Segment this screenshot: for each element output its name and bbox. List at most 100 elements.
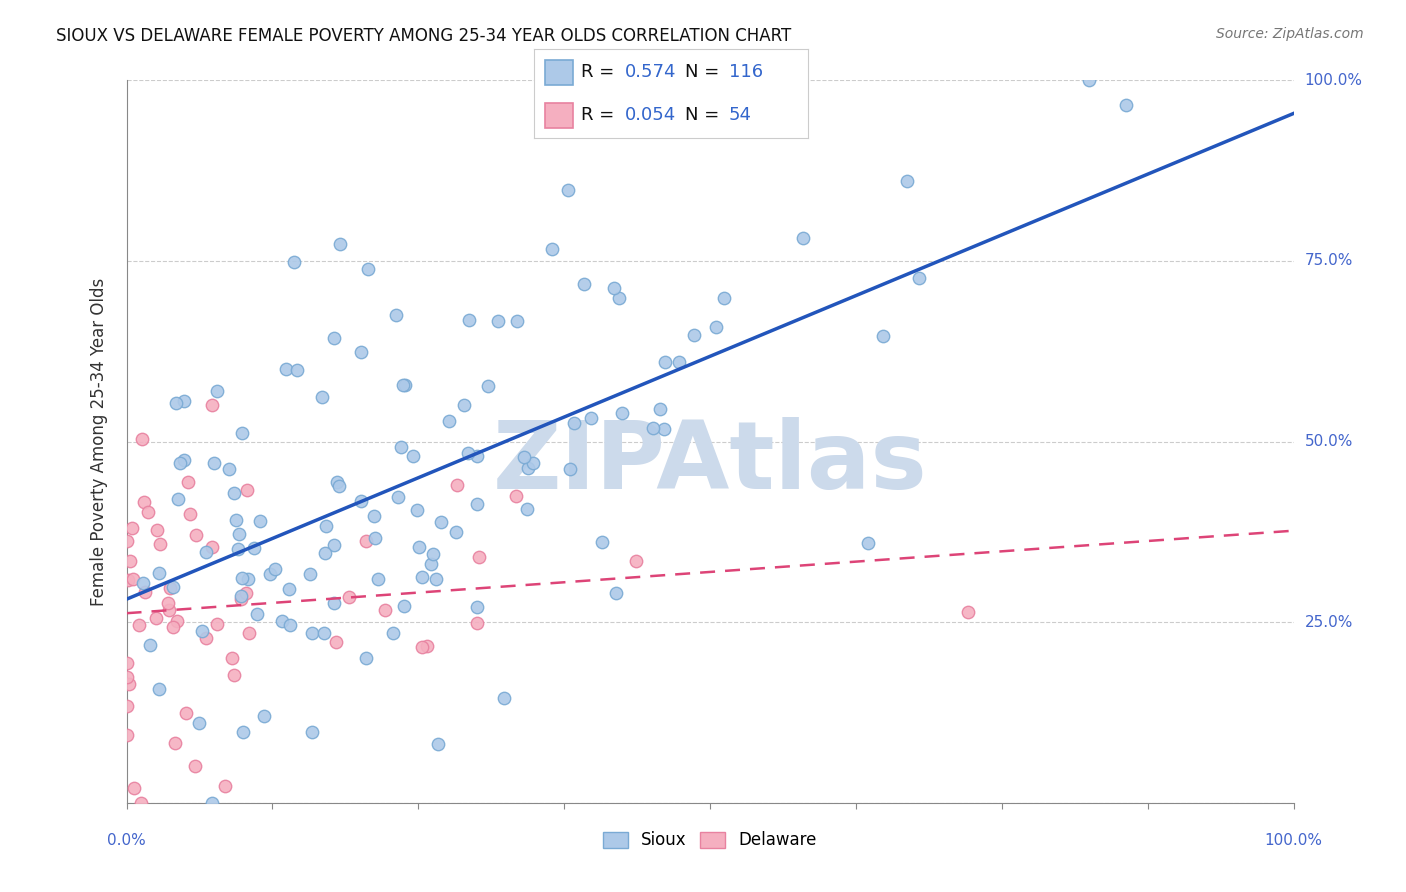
Point: [356, 651, 378, 665]
Point: [792, 231, 814, 245]
Point: [624, 553, 647, 567]
Point: [214, 780, 236, 794]
Point: [315, 519, 337, 533]
Point: [173, 393, 195, 408]
Point: [225, 513, 247, 527]
Point: [357, 262, 380, 277]
Point: [184, 758, 207, 772]
Point: [201, 796, 224, 810]
Point: [188, 716, 211, 731]
Point: [1115, 98, 1137, 112]
Point: [222, 485, 245, 500]
Point: [652, 422, 675, 436]
Point: [184, 528, 207, 542]
Point: [117, 677, 139, 691]
Point: [117, 573, 139, 587]
Point: [322, 596, 344, 610]
Point: [465, 600, 488, 615]
Point: [122, 781, 145, 796]
Point: [278, 582, 301, 597]
Text: N =: N =: [685, 106, 725, 124]
Point: [179, 507, 201, 521]
Point: [477, 379, 499, 393]
Point: [259, 567, 281, 582]
Point: [145, 610, 167, 624]
Point: [1077, 73, 1099, 87]
Point: [115, 533, 138, 548]
Point: [516, 502, 538, 516]
Point: [149, 537, 172, 551]
Point: [228, 541, 250, 556]
Point: [228, 527, 250, 541]
Point: [603, 281, 626, 295]
Point: [394, 599, 416, 613]
Point: [425, 572, 447, 586]
Point: [134, 584, 156, 599]
Point: [387, 490, 409, 504]
Point: [115, 728, 138, 742]
Point: [246, 607, 269, 621]
Point: [205, 384, 228, 398]
Point: [506, 314, 529, 328]
Point: [706, 319, 728, 334]
Point: [557, 183, 579, 197]
Point: [231, 571, 253, 585]
Point: [654, 355, 676, 369]
Point: [166, 614, 188, 628]
Text: N =: N =: [685, 63, 725, 81]
Point: [162, 619, 184, 633]
Point: [311, 390, 333, 404]
Point: [221, 650, 243, 665]
Point: [173, 453, 195, 467]
Text: 100.0%: 100.0%: [1305, 73, 1362, 87]
Point: [191, 624, 214, 639]
Point: [129, 796, 152, 810]
Point: [148, 566, 170, 580]
Point: [249, 514, 271, 528]
Point: [422, 547, 444, 561]
FancyBboxPatch shape: [546, 60, 572, 85]
Point: [274, 362, 297, 376]
Point: [253, 709, 276, 723]
Point: [122, 572, 145, 586]
Point: [363, 509, 385, 524]
Point: [426, 737, 449, 751]
Text: 25.0%: 25.0%: [1305, 615, 1353, 630]
Point: [222, 667, 245, 681]
Point: [157, 596, 180, 610]
Point: [367, 572, 389, 586]
Point: [301, 625, 323, 640]
Point: [562, 416, 585, 430]
Point: [872, 328, 894, 343]
Point: [522, 456, 544, 470]
Point: [446, 478, 468, 492]
Text: 0.054: 0.054: [624, 106, 676, 124]
Point: [713, 291, 735, 305]
Point: [349, 344, 371, 359]
Point: [148, 682, 170, 697]
Point: [328, 479, 350, 493]
Text: 75.0%: 75.0%: [1305, 253, 1353, 268]
Point: [136, 505, 159, 519]
Point: [115, 699, 138, 714]
Point: [896, 174, 918, 188]
Point: [162, 580, 184, 594]
Point: [201, 540, 224, 554]
Point: [201, 398, 224, 412]
Point: [325, 635, 347, 649]
Point: [465, 497, 488, 511]
Point: [607, 291, 630, 305]
Point: [177, 475, 200, 489]
Point: [146, 523, 169, 537]
Point: [139, 638, 162, 652]
Point: [312, 625, 335, 640]
Point: [229, 590, 252, 604]
Point: [159, 581, 181, 595]
Point: [605, 586, 627, 600]
Point: [446, 525, 468, 540]
Point: [349, 494, 371, 508]
Point: [236, 483, 259, 497]
Point: [591, 535, 613, 549]
Point: [957, 605, 980, 619]
Point: [314, 546, 336, 560]
